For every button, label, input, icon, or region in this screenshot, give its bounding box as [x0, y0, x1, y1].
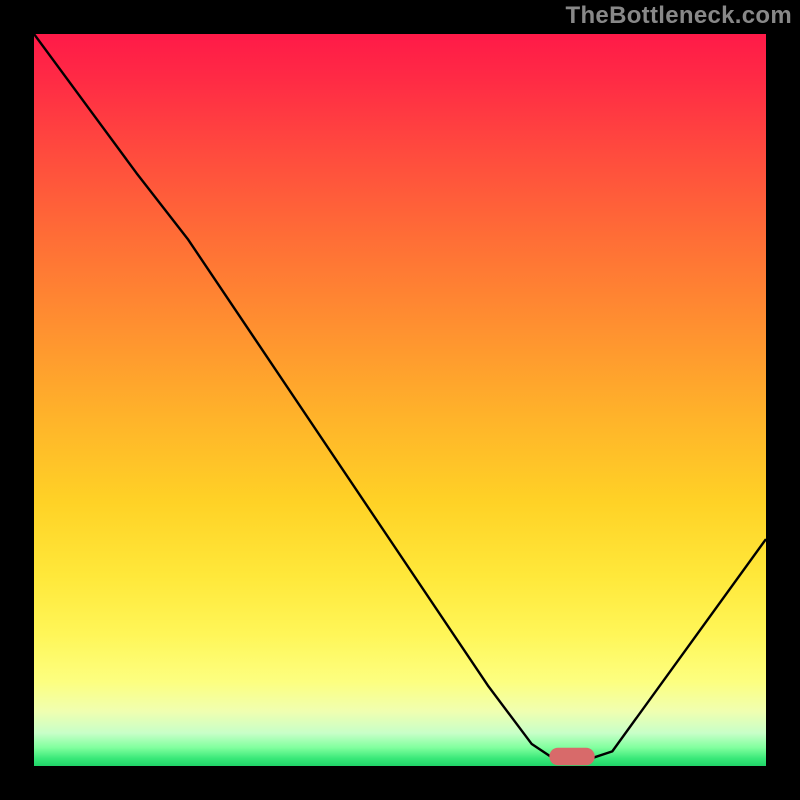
chart-background: [34, 34, 766, 766]
watermark-text: TheBottleneck.com: [566, 2, 792, 30]
optimal-pill: [549, 748, 594, 766]
plot-area: [34, 34, 766, 766]
page-root: TheBottleneck.com: [0, 0, 800, 800]
bottleneck-chart: [34, 34, 766, 766]
